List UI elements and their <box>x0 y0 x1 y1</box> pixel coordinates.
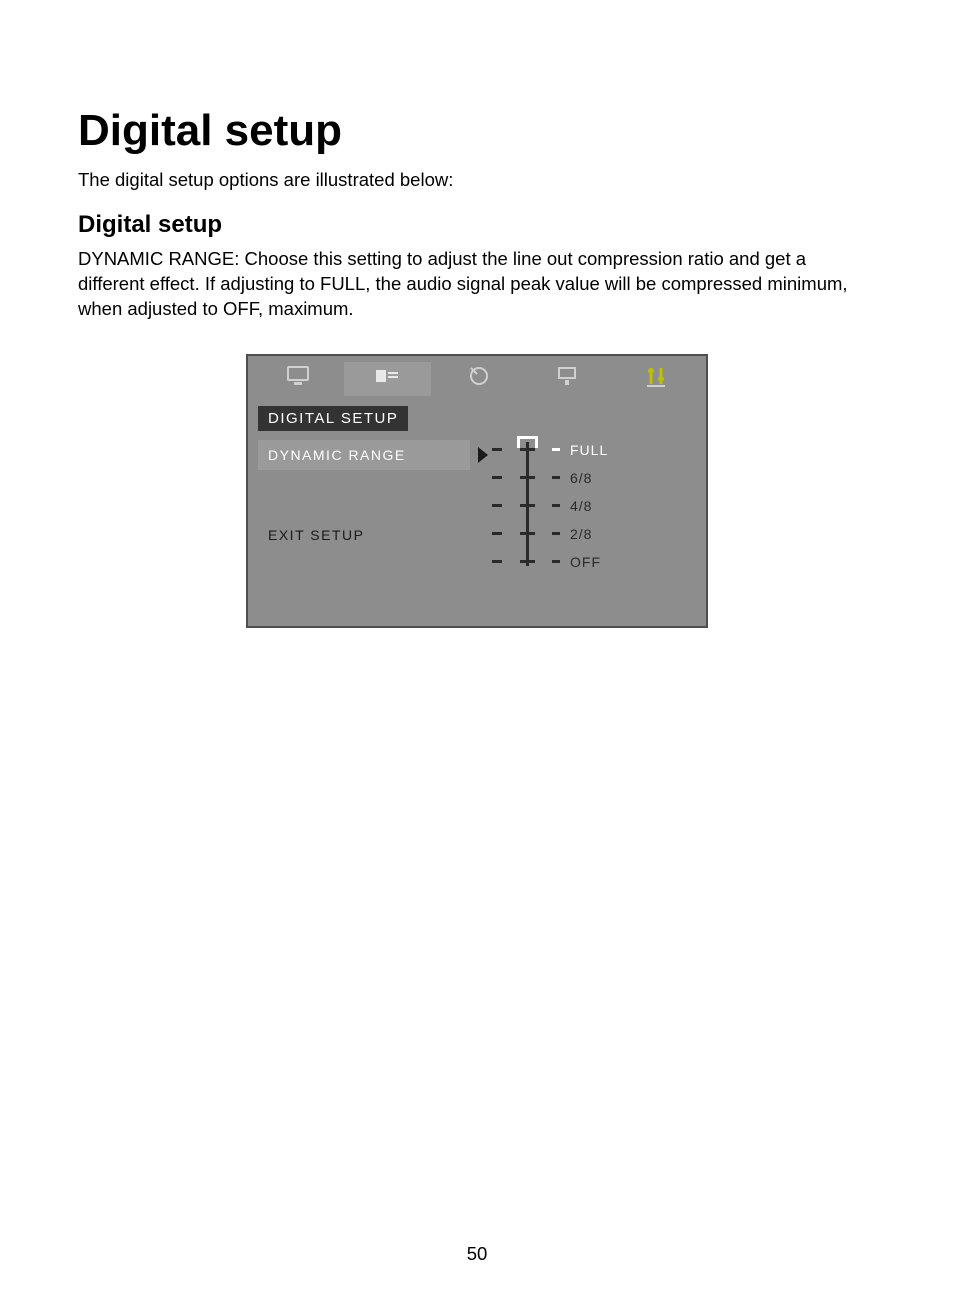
page-number: 50 <box>0 1243 954 1265</box>
eq-icon <box>642 365 670 392</box>
option-label: 4/8 <box>570 498 592 514</box>
option-label: 2/8 <box>570 526 592 542</box>
option-label: OFF <box>570 554 601 570</box>
menu-item-label: EXIT SETUP <box>268 527 364 543</box>
osd-inner: DIGITAL SETUP DYNAMIC RANGE EXIT SETUP <box>252 360 702 622</box>
menu-item-dynamic-range[interactable]: DYNAMIC RANGE <box>258 440 470 470</box>
speaker-icon <box>373 365 401 392</box>
osd-section-title: DIGITAL SETUP <box>258 406 408 431</box>
tab-eq[interactable] <box>612 362 700 396</box>
audio-icon <box>553 365 581 392</box>
menu-item-exit-setup[interactable]: EXIT SETUP <box>258 520 470 550</box>
osd-screenshot: DIGITAL SETUP DYNAMIC RANGE EXIT SETUP <box>246 354 708 628</box>
section-heading: Digital setup <box>78 211 876 239</box>
menu-item-label: DYNAMIC RANGE <box>268 447 406 463</box>
tab-globe[interactable] <box>433 362 521 396</box>
option-6-8[interactable]: 6/8 <box>492 464 692 492</box>
option-4-8[interactable]: 4/8 <box>492 492 692 520</box>
option-full[interactable]: FULL <box>492 436 692 464</box>
option-label: 6/8 <box>570 470 592 486</box>
monitor-icon <box>284 365 312 392</box>
body-text: DYNAMIC RANGE: Choose this setting to ad… <box>78 247 876 322</box>
globe-icon <box>463 365 491 392</box>
chevron-right-icon <box>478 447 488 463</box>
tab-audio[interactable] <box>523 362 611 396</box>
manual-page: Digital setup The digital setup options … <box>0 0 954 1307</box>
intro-text: The digital setup options are illustrate… <box>78 169 876 191</box>
tab-speaker[interactable] <box>344 362 432 396</box>
page-title: Digital setup <box>78 106 876 157</box>
osd-body: DIGITAL SETUP DYNAMIC RANGE EXIT SETUP <box>258 406 696 614</box>
option-off[interactable]: OFF <box>492 548 692 576</box>
tab-monitor[interactable] <box>254 362 342 396</box>
option-label: FULL <box>570 442 608 458</box>
option-2-8[interactable]: 2/8 <box>492 520 692 548</box>
osd-options: FULL 6/8 4/8 2/8 <box>492 436 692 576</box>
osd-menu: DYNAMIC RANGE EXIT SETUP <box>258 440 470 550</box>
osd-tab-bar <box>252 360 702 396</box>
